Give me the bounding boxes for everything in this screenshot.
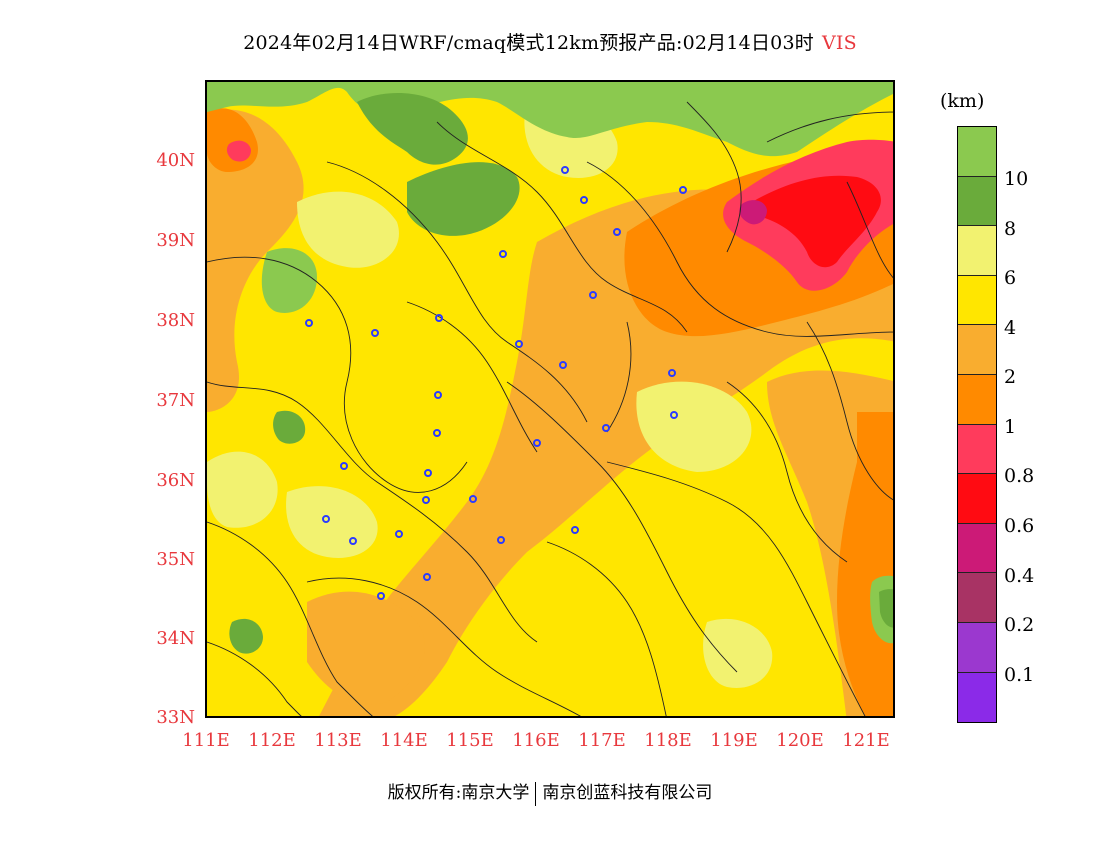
station-marker [422,496,430,504]
station-marker [423,573,431,581]
station-markers [305,166,687,600]
field-zone-darkgreen-north [357,92,468,165]
title-main: 2024年02月14日WRF/cmaq模式12km预报产品:02月14日03时 [243,32,814,54]
lat-label-34n: 34N [156,628,195,649]
station-marker [371,329,379,337]
legend-label-1: 1 [1004,416,1017,438]
legend-swatch [958,374,996,425]
legend-label-2: 2 [1004,366,1017,388]
copyright-footer: 版权所有:南京大学 南京创蓝科技有限公司 [0,778,1100,806]
lon-label-111e: 111E [182,730,230,751]
visibility-map [205,80,895,718]
station-marker [434,391,442,399]
station-marker [580,196,588,204]
lon-label-113e: 113E [314,730,362,751]
legend-swatch [958,275,996,326]
legend-swatch [958,474,996,524]
legend-label-0-2: 0.2 [1004,614,1035,636]
station-marker [424,469,432,477]
legend-unit: (km) [940,90,985,112]
station-marker [571,526,579,534]
title-variable: VIS [821,32,857,54]
field-zone-pink-west [226,140,251,162]
field-zone-paleyellow-3 [636,381,752,472]
lat-label-35n: 35N [156,549,195,570]
legend-swatch [958,226,996,276]
legend-label-0-8: 0.8 [1004,465,1035,487]
station-marker [305,319,313,327]
station-marker [497,536,505,544]
station-marker [613,228,621,236]
lon-label-114e: 114E [380,730,428,751]
lon-label-119e: 119E [710,730,758,751]
field-zone-darkgreen-patch-1 [273,410,306,444]
lat-label-38n: 38N [156,310,195,331]
footer-divider [535,781,537,806]
field-zone-magenta-core [739,200,767,225]
legend-label-0-6: 0.6 [1004,515,1035,537]
station-marker [499,250,507,258]
legend-swatch [958,523,996,574]
legend-swatch [958,424,996,475]
visibility-field-svg [207,82,893,716]
legend-swatch [958,573,996,623]
lat-label-33n: 33N [156,707,195,728]
legend-label-4: 4 [1004,317,1017,339]
station-marker [561,166,569,174]
legend-label-8: 8 [1004,218,1017,240]
lon-label-116e: 116E [512,730,560,751]
lon-label-118e: 118E [644,730,692,751]
lat-label-36n: 36N [156,470,195,491]
station-marker [349,537,357,545]
station-marker [515,340,523,348]
field-zone-darkgreen-patch-2 [229,618,263,654]
copyright-company: 南京创蓝科技有限公司 [542,783,713,803]
field-zone-orange-west [207,109,304,412]
station-marker [395,530,403,538]
station-marker [433,429,441,437]
station-marker [679,186,687,194]
field-zone-green-patch-1 [261,248,317,313]
field-zone-paleyellow-2 [207,451,278,528]
map-title: 2024年02月14日WRF/cmaq模式12km预报产品:02月14日03时 V… [0,28,1100,55]
legend-swatch [958,127,996,177]
station-marker [670,411,678,419]
legend-label-6: 6 [1004,267,1017,289]
field-zone-darkgreen-east [879,589,893,628]
legend-swatch [958,672,996,723]
legend-swatch [958,622,996,673]
station-marker [589,291,597,299]
station-marker [533,439,541,447]
station-marker [469,495,477,503]
field-zone-red-core [752,175,881,268]
boundary-lines [207,101,893,716]
lon-label-121e: 121E [842,730,890,751]
station-marker [377,592,385,600]
station-marker [435,314,443,322]
field-zone-orange-south [307,591,426,705]
field-zone-darkgreen-band [407,162,520,236]
legend-label-10: 10 [1004,168,1029,190]
copyright-owner: 版权所有:南京大学 [387,783,530,803]
field-zone-paleyellow-6 [703,618,773,688]
lat-label-39n: 39N [156,230,195,251]
legend-label-0-4: 0.4 [1004,565,1035,587]
lon-label-115e: 115E [446,730,494,751]
lon-label-117e: 117E [578,730,626,751]
legend-swatch [958,325,996,375]
station-marker [340,462,348,470]
legend-colorbar [957,126,997,724]
station-marker [668,369,676,377]
legend-swatch [958,176,996,227]
lat-label-37n: 37N [156,390,195,411]
station-marker [602,424,610,432]
field-zone-paleyellow-1 [297,191,399,268]
station-marker [322,515,330,523]
lon-label-120e: 120E [776,730,824,751]
field-zone-paleyellow-4 [286,486,378,558]
lat-label-40n: 40N [156,150,195,171]
lon-label-112e: 112E [248,730,296,751]
station-marker [559,361,567,369]
legend-label-0-1: 0.1 [1004,664,1035,686]
